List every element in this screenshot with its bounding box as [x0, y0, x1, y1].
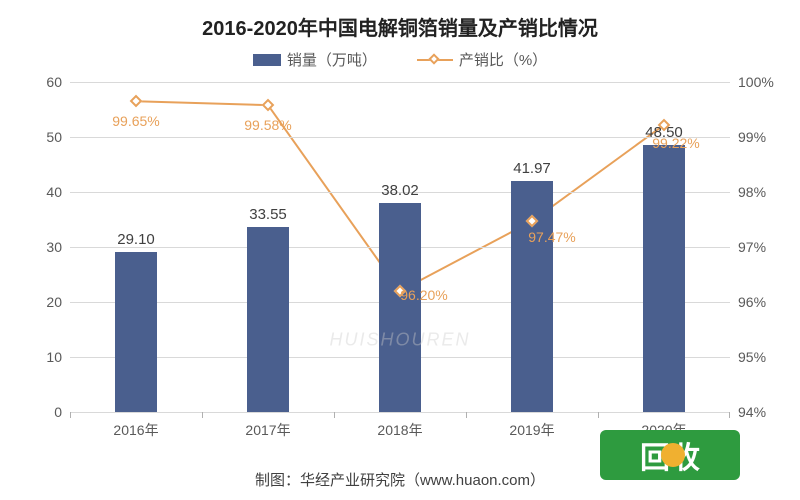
grid-line	[70, 137, 730, 138]
x-tick-label: 2016年	[113, 420, 158, 440]
x-tick-mark	[70, 412, 71, 418]
x-tick-mark	[598, 412, 599, 418]
bar	[379, 203, 421, 412]
watermark: HUISHOUREN	[329, 330, 470, 351]
legend-label-line: 产销比（%）	[459, 49, 547, 70]
grid-line	[70, 82, 730, 83]
chart-container: 2016-2020年中国电解铜箔销量及产销比情况 销量（万吨） 产销比（%） 0…	[0, 0, 800, 500]
y-right-tick: 100%	[738, 74, 788, 90]
bar	[643, 145, 685, 412]
bar-value-label: 33.55	[249, 206, 287, 223]
y-left-tick: 40	[22, 184, 62, 200]
line-value-label: 99.58%	[244, 117, 291, 133]
legend: 销量（万吨） 产销比（%）	[0, 49, 800, 70]
y-right-tick: 94%	[738, 404, 788, 420]
legend-item-line: 产销比（%）	[417, 49, 547, 70]
y-left-tick: 10	[22, 349, 62, 365]
y-right-tick: 95%	[738, 349, 788, 365]
grid-line	[70, 412, 730, 413]
y-left-tick: 50	[22, 129, 62, 145]
bar-value-label: 29.10	[117, 231, 155, 248]
y-right-tick: 97%	[738, 239, 788, 255]
overlay-logo: 回收	[600, 430, 740, 480]
y-left-tick: 20	[22, 294, 62, 310]
x-tick-mark	[202, 412, 203, 418]
line-value-label: 96.20%	[400, 287, 447, 303]
y-left-tick: 60	[22, 74, 62, 90]
legend-swatch-line	[417, 59, 453, 61]
bar	[247, 227, 289, 412]
legend-swatch-bar	[253, 54, 281, 66]
chart-title: 2016-2020年中国电解铜箔销量及产销比情况	[0, 0, 800, 41]
bar	[115, 252, 157, 412]
x-tick-mark	[334, 412, 335, 418]
legend-marker-icon	[428, 53, 439, 64]
legend-item-bar: 销量（万吨）	[253, 49, 377, 70]
x-tick-label: 2017年	[245, 420, 290, 440]
x-tick-label: 2019年	[509, 420, 554, 440]
legend-label-bar: 销量（万吨）	[287, 49, 377, 70]
y-right-tick: 99%	[738, 129, 788, 145]
plot-area: 010203040506094%95%96%97%98%99%100%2016年…	[70, 82, 730, 412]
y-right-tick: 98%	[738, 184, 788, 200]
line-value-label: 99.22%	[652, 135, 699, 151]
line-value-label: 99.65%	[112, 113, 159, 129]
x-tick-mark	[729, 412, 730, 418]
y-right-tick: 96%	[738, 294, 788, 310]
bar-value-label: 38.02	[381, 182, 419, 199]
line-value-label: 97.47%	[528, 229, 575, 245]
x-tick-label: 2018年	[377, 420, 422, 440]
x-tick-mark	[466, 412, 467, 418]
y-left-tick: 0	[22, 404, 62, 420]
y-left-tick: 30	[22, 239, 62, 255]
person-icon	[661, 443, 685, 467]
bar-value-label: 41.97	[513, 160, 551, 177]
